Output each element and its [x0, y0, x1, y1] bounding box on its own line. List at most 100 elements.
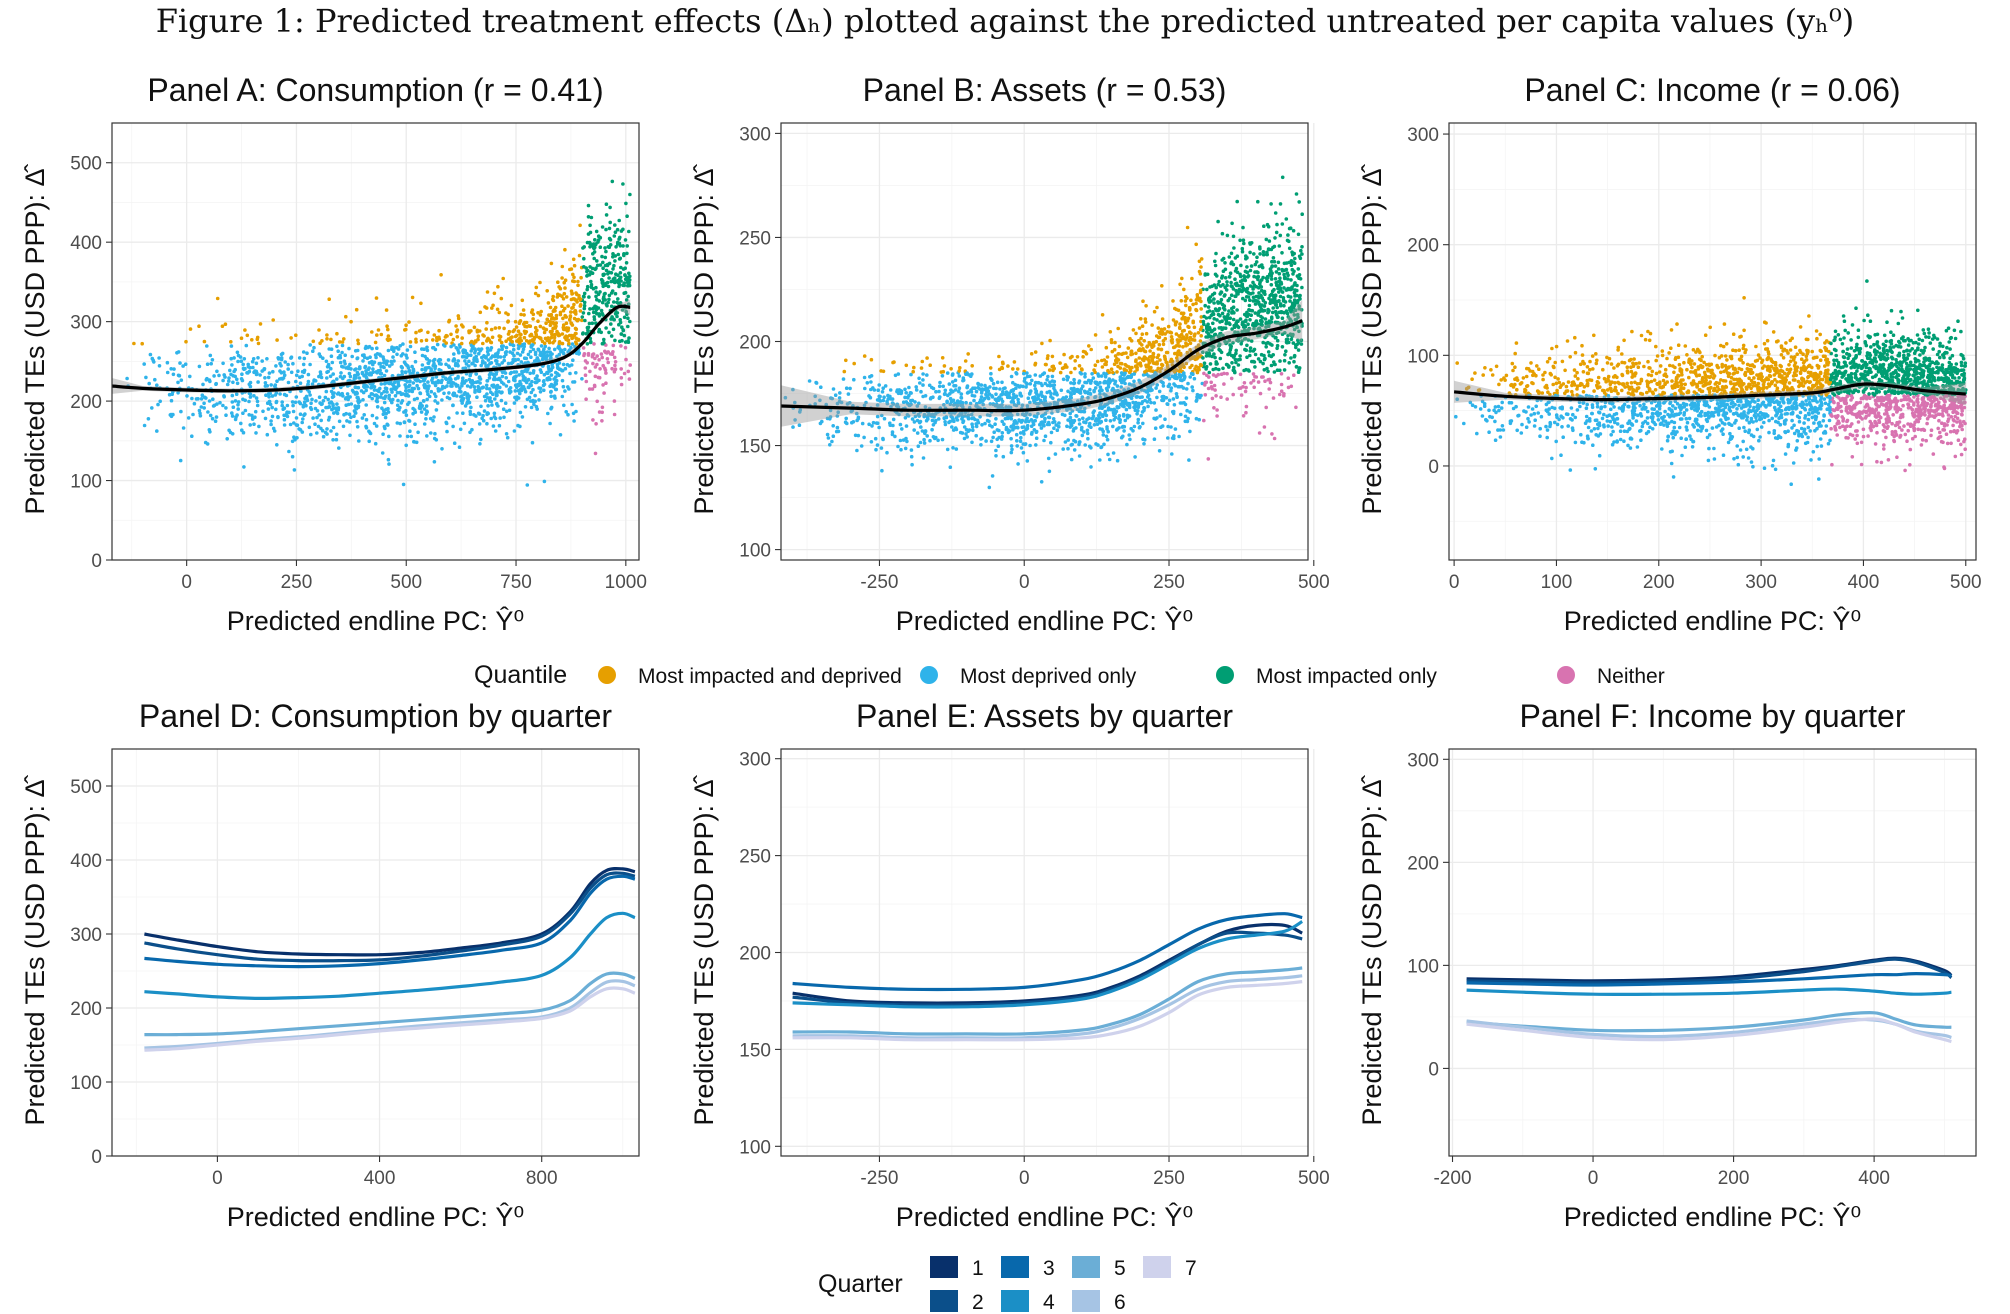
- scatter-point: [991, 381, 996, 386]
- scatter-point: [1257, 264, 1262, 269]
- scatter-point: [275, 379, 279, 384]
- scatter-point: [874, 421, 879, 425]
- scatter-point: [1007, 405, 1011, 409]
- scatter-point: [294, 379, 298, 384]
- scatter-point: [236, 353, 241, 358]
- scatter-point: [548, 350, 552, 355]
- scatter-point: [176, 350, 181, 354]
- scatter-point: [306, 379, 311, 384]
- scatter-point: [912, 428, 916, 432]
- scatter-point: [229, 372, 233, 377]
- scatter-point: [437, 358, 441, 363]
- scatter-point: [1103, 409, 1107, 414]
- scatter-point: [1072, 381, 1076, 386]
- scatter-point: [1286, 376, 1291, 381]
- scatter-point: [398, 421, 403, 426]
- scatter-point: [536, 347, 540, 352]
- scatter-point: [486, 363, 490, 368]
- scatter-point: [612, 280, 616, 284]
- scatter-point: [957, 389, 961, 394]
- scatter-point: [1034, 389, 1039, 393]
- scatter-point: [1227, 351, 1232, 355]
- scatter-point: [1028, 412, 1032, 417]
- scatter-point: [378, 353, 383, 358]
- scatter-point: [618, 275, 623, 280]
- scatter-point: [1206, 305, 1211, 309]
- scatter-point: [842, 369, 847, 374]
- scatter-point: [601, 296, 606, 301]
- scatter-point: [1299, 308, 1304, 312]
- scatter-point: [900, 427, 904, 431]
- scatter-point: [910, 398, 915, 403]
- scatter-point: [516, 329, 521, 334]
- scatter-point: [529, 390, 534, 395]
- scatter-point: [862, 403, 867, 408]
- scatter-point: [1103, 379, 1107, 384]
- scatter-point: [1233, 277, 1237, 282]
- scatter-point: [1293, 294, 1297, 298]
- scatter-point: [361, 359, 365, 363]
- scatter-point: [964, 400, 968, 405]
- scatter-point: [961, 420, 965, 425]
- scatter-point: [1061, 377, 1066, 382]
- scatter-point: [1009, 436, 1013, 441]
- scatter-point: [247, 391, 252, 396]
- scatter-point: [169, 398, 174, 403]
- scatter-point: [1275, 299, 1279, 304]
- scatter-point: [1022, 371, 1026, 376]
- y-tick-label: 300: [70, 313, 102, 334]
- scatter-point: [451, 337, 456, 342]
- scatter-point: [1066, 438, 1070, 442]
- scatter-point: [603, 368, 608, 372]
- scatter-point: [285, 403, 290, 408]
- scatter-point: [578, 309, 583, 313]
- scatter-point: [1122, 429, 1126, 433]
- scatter-point: [225, 382, 230, 387]
- scatter-point: [197, 408, 202, 413]
- scatter-point: [542, 341, 547, 346]
- scatter-point: [1279, 372, 1284, 376]
- smooth-line: [112, 304, 631, 393]
- scatter-point: [1213, 259, 1217, 264]
- scatter-point: [1248, 308, 1253, 313]
- scatter-point: [914, 388, 919, 392]
- panel-title: Panel A: Consumption (r = 0.41): [147, 72, 603, 108]
- scatter-point: [1086, 436, 1090, 441]
- scatter-point: [1102, 392, 1106, 396]
- scatter-point: [979, 383, 984, 387]
- scatter-point: [432, 436, 437, 441]
- scatter-point: [551, 326, 555, 331]
- scatter-point: [560, 332, 565, 336]
- scatter-point: [1032, 398, 1036, 403]
- scatter-point: [181, 426, 186, 430]
- scatter-point: [572, 419, 576, 423]
- scatter-point: [1246, 338, 1251, 342]
- scatter-point: [1279, 382, 1284, 387]
- scatter-point: [1093, 363, 1098, 368]
- scatter-point: [1115, 427, 1120, 432]
- scatter-point: [1199, 307, 1203, 311]
- scatter-point: [485, 290, 490, 294]
- scatter-point: [1113, 382, 1117, 386]
- scatter-point: [1141, 437, 1145, 442]
- scatter-point: [268, 402, 273, 407]
- scatter-point: [565, 329, 569, 333]
- scatter-point: [304, 403, 308, 408]
- scatter-point: [505, 435, 510, 440]
- scatter-point: [928, 438, 932, 443]
- scatter-point: [1236, 330, 1240, 335]
- scatter-point: [945, 371, 950, 375]
- scatter-point: [1098, 385, 1103, 390]
- scatter-point: [569, 321, 574, 326]
- scatter-point: [1025, 423, 1030, 428]
- scatter-point: [560, 394, 565, 399]
- scatter-point: [330, 360, 335, 365]
- scatter-point: [1273, 264, 1278, 268]
- scatter-point: [435, 401, 440, 405]
- scatter-point: [1244, 404, 1249, 409]
- scatter-point: [236, 403, 240, 407]
- scatter-point: [1078, 370, 1083, 375]
- scatter-point: [997, 435, 1001, 440]
- scatter-point: [429, 431, 433, 435]
- scatter-point: [1106, 408, 1111, 412]
